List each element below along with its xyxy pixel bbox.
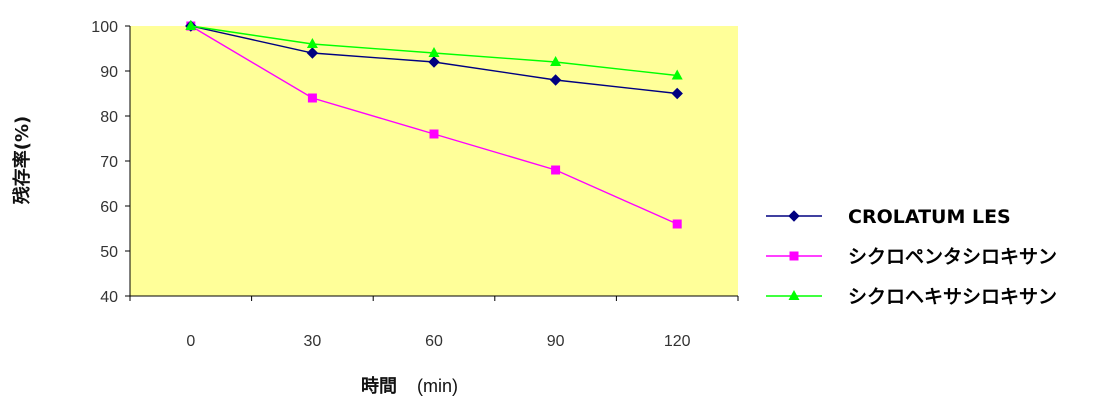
x-tick-label: 90: [547, 333, 565, 350]
data-point: [550, 56, 562, 66]
x-tick-label: 120: [664, 333, 691, 350]
y-tick-label: 40: [100, 289, 118, 306]
y-tick-label: 80: [100, 109, 118, 126]
data-point: [185, 20, 197, 30]
x-tick-labels: 0 30 60 90 120: [186, 333, 690, 350]
series-3: [185, 20, 683, 80]
data-point: [551, 165, 561, 175]
legend-item: シクロペンタシロキサン: [766, 246, 1057, 268]
y-tick-label: 90: [100, 64, 118, 81]
y-axis-title: 残存率(%): [11, 116, 33, 205]
data-point: [428, 47, 440, 57]
legend-marker: [788, 290, 800, 300]
series-layer: [185, 20, 683, 229]
legend-label: シクロペンタシロキサン: [848, 246, 1057, 268]
legend-marker: [789, 251, 799, 261]
legend-marker: [788, 210, 800, 222]
data-point: [307, 93, 317, 103]
x-axis-unit: (min): [417, 376, 458, 396]
y-tick-label: 60: [100, 199, 118, 216]
x-tick-label: 60: [425, 333, 443, 350]
legend-label: CROLATUM LES: [848, 206, 1011, 228]
data-point: [306, 38, 318, 48]
x-tick-label: 30: [304, 333, 322, 350]
data-point: [671, 87, 683, 100]
data-point: [672, 219, 682, 229]
data-point: [671, 69, 683, 80]
y-tick-labels: 40 50 60 70 80 90 100: [91, 19, 118, 306]
y-tick-label: 50: [100, 244, 118, 261]
y-tick-label: 70: [100, 154, 118, 171]
data-point: [306, 47, 319, 59]
legend-item: CROLATUM LES: [766, 206, 1011, 228]
x-axis-title: 時間: [361, 376, 397, 397]
legend-label: シクロヘキサシロキサン: [848, 286, 1057, 308]
x-tick-label: 0: [186, 333, 195, 350]
legend-item: シクロヘキサシロキサン: [766, 286, 1057, 308]
data-point: [549, 74, 562, 86]
data-point: [429, 129, 439, 139]
data-point: [428, 56, 440, 68]
y-tick-label: 100: [91, 19, 118, 36]
axes: [125, 25, 739, 301]
